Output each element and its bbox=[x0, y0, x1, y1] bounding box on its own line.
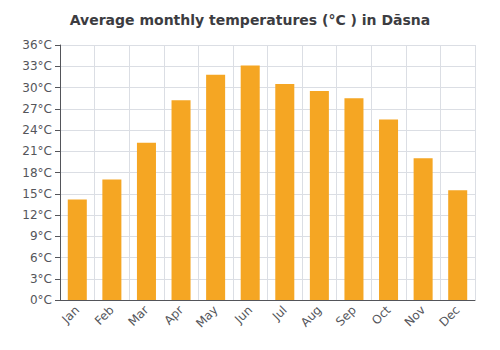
svg-text:Apr: Apr bbox=[161, 303, 186, 328]
svg-text:9°C: 9°C bbox=[30, 229, 52, 243]
svg-text:18°C: 18°C bbox=[22, 166, 52, 180]
svg-text:Jan: Jan bbox=[59, 303, 83, 327]
svg-text:36°C: 36°C bbox=[22, 38, 52, 52]
svg-text:24°C: 24°C bbox=[22, 123, 52, 137]
svg-text:Jul: Jul bbox=[269, 303, 290, 324]
svg-text:Nov: Nov bbox=[402, 303, 428, 329]
svg-text:21°C: 21°C bbox=[22, 144, 52, 158]
svg-text:15°C: 15°C bbox=[22, 187, 52, 201]
svg-text:33°C: 33°C bbox=[22, 59, 52, 73]
svg-text:30°C: 30°C bbox=[22, 81, 52, 95]
svg-text:0°C: 0°C bbox=[30, 293, 52, 307]
svg-text:May: May bbox=[193, 303, 220, 330]
svg-text:Mar: Mar bbox=[126, 303, 152, 329]
svg-text:6°C: 6°C bbox=[30, 251, 52, 265]
svg-text:Jun: Jun bbox=[231, 303, 255, 327]
svg-text:Oct: Oct bbox=[369, 303, 394, 328]
svg-text:27°C: 27°C bbox=[22, 102, 52, 116]
svg-text:Dec: Dec bbox=[436, 303, 462, 329]
svg-text:Sep: Sep bbox=[333, 303, 359, 329]
svg-text:Aug: Aug bbox=[298, 303, 324, 329]
svg-text:Average monthly temperatures (: Average monthly temperatures (°C ) in Dā… bbox=[70, 12, 431, 28]
svg-text:Feb: Feb bbox=[92, 303, 117, 328]
svg-text:3°C: 3°C bbox=[30, 272, 52, 286]
svg-text:12°C: 12°C bbox=[22, 208, 52, 222]
